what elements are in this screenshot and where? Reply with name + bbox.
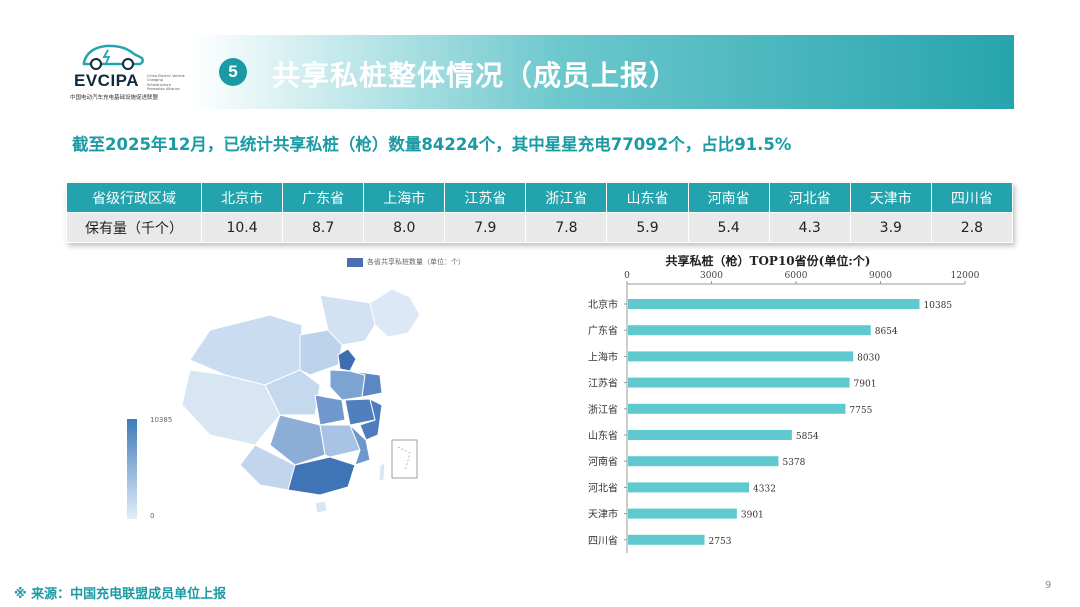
table-header-label: 省级行政区域 [66,182,202,213]
table-cell: 3.9 [849,212,932,243]
category-label: 江苏省 [588,377,618,390]
section-number-badge: 5 [219,58,247,86]
map-region [239,444,296,491]
header-banner [190,35,1014,109]
category-label: 河北省 [588,481,618,494]
table-cell: 7.8 [525,212,608,243]
category-label: 天津市 [588,508,618,521]
category-label: 浙江省 [588,403,618,416]
data-label: 10385 [924,301,953,311]
bar [628,377,850,388]
data-label: 4332 [753,484,776,494]
map-region [378,462,386,482]
bar [628,325,871,336]
logo-brand: EVCIPA [74,71,140,90]
data-label: 5378 [782,458,805,468]
data-label: 5854 [796,432,819,442]
map-region [369,288,421,338]
bar [628,456,779,467]
bar [628,482,750,493]
table-cell: 8.7 [282,212,365,243]
map-region [314,394,346,426]
table-cell: 10.4 [200,212,284,243]
table-cell: 5.4 [687,212,770,243]
map-region [337,348,357,372]
page-title: 共享私桩整体情况（成员上报） [272,59,679,92]
china-choropleth-map [181,288,421,514]
table-row-label: 保有量（千个） [66,212,202,243]
table-header-cell: 江苏省 [444,182,527,213]
bar [628,299,920,309]
table-row: 保有量（千个） 10.4 8.7 8.0 7.9 7.8 5.9 5.4 4.3… [66,212,1014,243]
map-scale-bar [127,419,137,519]
table-header-cell: 上海市 [363,182,446,213]
bar [628,403,846,414]
map-region [329,369,366,401]
logo-org: 中国电动汽车充电基础设施促进联盟 [70,95,159,101]
map-legend-swatch [347,257,363,267]
map-region [181,369,281,446]
table-header-cell: 广东省 [282,182,365,213]
bar [628,508,737,519]
category-label: 上海市 [588,350,618,363]
x-tick-label: 9000 [869,271,892,281]
category-label: 山东省 [588,429,618,442]
table-cell: 7.9 [444,212,527,243]
map-region [269,414,326,466]
category-label: 北京市 [588,298,618,311]
table-header-cell: 四川省 [930,182,1014,213]
data-label: 2753 [709,537,732,547]
x-tick-label: 6000 [785,271,808,281]
table-header-cell: 河北省 [768,182,851,213]
car-plug-icon [82,44,144,70]
map-legend: 各省共享私桩数量（单位：个） [347,257,465,267]
table-header-cell: 浙江省 [525,182,608,213]
category-label: 河南省 [588,455,618,468]
south-china-sea-inset [391,439,418,479]
data-label: 3901 [741,511,764,521]
data-label: 7901 [854,380,877,390]
x-tick-label: 0 [624,271,630,281]
table-header-cell: 北京市 [200,182,284,213]
map-scale-max: 10385 [150,416,173,424]
table-header-row: 省级行政区域 北京市 广东省 上海市 江苏省 浙江省 山东省 河南省 河北省 天… [66,182,1014,213]
category-label: 广东省 [588,324,618,337]
bar [628,351,854,362]
table-cell: 5.9 [606,212,689,243]
category-label: 四川省 [588,534,618,547]
chart-title: 共享私桩（枪）TOP10省份(单位:个) [666,255,871,268]
map-region [349,370,383,398]
bar [628,430,792,440]
data-label: 8030 [857,353,880,363]
table-header-cell: 山东省 [606,182,689,213]
table-header-cell: 河南省 [687,182,770,213]
data-label: 8654 [875,327,898,337]
map-region [314,500,328,514]
evcipa-logo: EVCIPA China Electric Vehicle Charging I… [70,40,185,104]
map-legend-label: 各省共享私桩数量（单位：个） [367,258,465,266]
summary-text: 截至2025年12月，已统计共享私桩（枪）数量84224个，其中星星充电7709… [72,135,792,154]
map-region [287,456,356,496]
x-tick-label: 3000 [700,271,723,281]
top10-bar-chart: 共享私桩（枪）TOP10省份(单位:个) 0 3000 6000 9000 12000 北京… [588,255,980,553]
source-note: ※ 来源：中国充电联盟成员单位上报 [14,587,227,602]
page-number: 9 [1045,580,1052,591]
map-scale-min: 0 [150,512,155,520]
logo-tagline: China Electric Vehicle Charging Infrastr… [147,74,185,91]
table-cell: 4.3 [768,212,851,243]
table-cell: 8.0 [363,212,446,243]
map-region [349,424,371,466]
table-header-cell: 天津市 [849,182,932,213]
map-region [319,424,361,458]
x-tick-label: 12000 [951,271,980,281]
table-cell: 2.8 [930,212,1014,243]
data-label: 7755 [849,406,872,416]
province-table: 省级行政区域 北京市 广东省 上海市 江苏省 浙江省 山东省 河南省 河北省 天… [66,182,1014,243]
bar [628,534,705,545]
